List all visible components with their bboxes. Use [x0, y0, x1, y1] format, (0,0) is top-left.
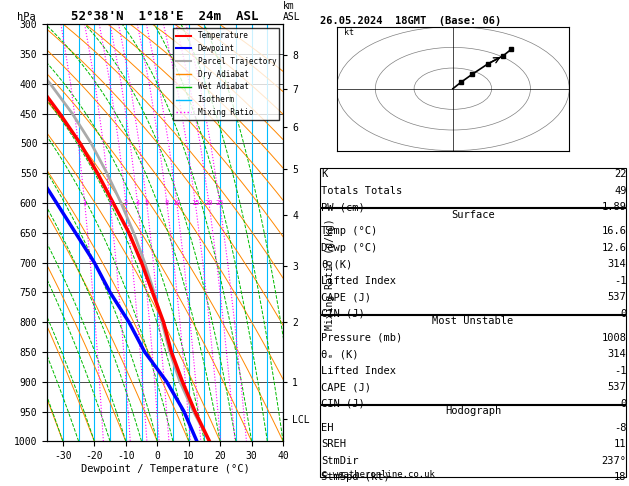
Text: © weatheronline.co.uk: © weatheronline.co.uk: [322, 469, 435, 479]
Text: EH: EH: [321, 423, 333, 433]
Text: 22: 22: [614, 169, 626, 179]
Text: 8: 8: [165, 200, 169, 206]
Text: Lifted Index: Lifted Index: [321, 366, 396, 376]
Text: Mixing Ratio (g/kg): Mixing Ratio (g/kg): [325, 219, 335, 330]
Text: 5: 5: [145, 200, 149, 206]
Text: SREH: SREH: [321, 439, 346, 449]
Text: 3: 3: [124, 200, 128, 206]
Title: 52°38'N  1°18'E  24m  ASL: 52°38'N 1°18'E 24m ASL: [71, 10, 259, 23]
Text: 18: 18: [614, 472, 626, 482]
Text: StmDir: StmDir: [321, 456, 359, 466]
Text: 0: 0: [620, 399, 626, 409]
Text: Hodograph: Hodograph: [445, 406, 501, 416]
Text: CAPE (J): CAPE (J): [321, 382, 370, 392]
Text: 314: 314: [608, 349, 626, 359]
Text: kt: kt: [344, 28, 354, 37]
Text: 25: 25: [216, 200, 224, 206]
Text: StmSpd (kt): StmSpd (kt): [321, 472, 389, 482]
Text: CIN (J): CIN (J): [321, 399, 365, 409]
Text: 15: 15: [191, 200, 199, 206]
Text: 237°: 237°: [601, 456, 626, 466]
Text: 1: 1: [82, 200, 87, 206]
Text: PW (cm): PW (cm): [321, 202, 365, 212]
Text: 4: 4: [135, 200, 140, 206]
Text: θₑ (K): θₑ (K): [321, 349, 359, 359]
Text: km
ASL: km ASL: [283, 0, 301, 22]
Text: 0: 0: [620, 309, 626, 319]
Text: 49: 49: [614, 186, 626, 196]
Text: -8: -8: [614, 423, 626, 433]
Text: -1: -1: [614, 366, 626, 376]
Text: 10: 10: [172, 200, 181, 206]
Text: hPa: hPa: [16, 12, 35, 22]
Text: Totals Totals: Totals Totals: [321, 186, 402, 196]
Text: 11: 11: [614, 439, 626, 449]
Text: 16.6: 16.6: [601, 226, 626, 236]
Text: 26.05.2024  18GMT  (Base: 06): 26.05.2024 18GMT (Base: 06): [320, 16, 501, 26]
Legend: Temperature, Dewpoint, Parcel Trajectory, Dry Adiabat, Wet Adiabat, Isotherm, Mi: Temperature, Dewpoint, Parcel Trajectory…: [173, 28, 279, 120]
Text: θₑ(K): θₑ(K): [321, 259, 352, 269]
Text: CIN (J): CIN (J): [321, 309, 365, 319]
Text: K: K: [321, 169, 327, 179]
Text: Most Unstable: Most Unstable: [432, 316, 514, 326]
Text: 537: 537: [608, 292, 626, 302]
Text: Temp (°C): Temp (°C): [321, 226, 377, 236]
X-axis label: Dewpoint / Temperature (°C): Dewpoint / Temperature (°C): [81, 464, 250, 474]
Text: Pressure (mb): Pressure (mb): [321, 333, 402, 343]
Text: 1008: 1008: [601, 333, 626, 343]
Text: Lifted Index: Lifted Index: [321, 276, 396, 286]
Text: CAPE (J): CAPE (J): [321, 292, 370, 302]
Text: -1: -1: [614, 276, 626, 286]
Text: 2: 2: [108, 200, 113, 206]
Text: 12.6: 12.6: [601, 243, 626, 253]
Text: Surface: Surface: [451, 209, 495, 220]
Text: 314: 314: [608, 259, 626, 269]
Text: 1.89: 1.89: [601, 202, 626, 212]
Text: 537: 537: [608, 382, 626, 392]
Text: Dewp (°C): Dewp (°C): [321, 243, 377, 253]
Text: 20: 20: [204, 200, 213, 206]
